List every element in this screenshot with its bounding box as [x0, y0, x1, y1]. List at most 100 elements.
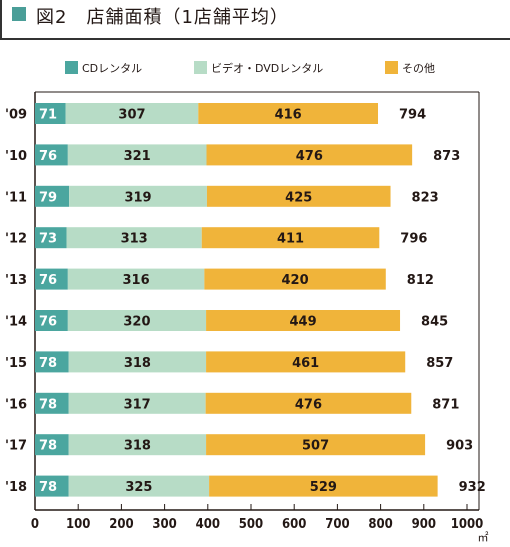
bar-segment — [65, 103, 199, 124]
bar-total-label: 794 — [399, 108, 426, 123]
bar-segment — [69, 185, 207, 207]
bar-segment — [67, 144, 207, 166]
x-tick-label: 1000 — [451, 517, 484, 532]
bar-segment — [206, 351, 406, 373]
x-tick-label: 100 — [66, 517, 90, 532]
bar-value-label: 507 — [302, 439, 329, 454]
bar-segment — [206, 434, 426, 456]
bar-value-label: 321 — [124, 149, 151, 164]
y-category-label: '14 — [5, 315, 27, 330]
chart-title: 図2 店舗面積（1店舗平均） — [36, 7, 289, 28]
bar-value-label: 425 — [285, 190, 312, 205]
bar-segment — [67, 268, 205, 290]
bar-value-label: 317 — [124, 397, 151, 412]
bar-value-label: 78 — [39, 480, 57, 495]
bar-value-label: 78 — [39, 439, 57, 454]
y-category-label: '09 — [5, 108, 27, 123]
bar-segment — [206, 310, 401, 331]
bar-total-label: 857 — [426, 356, 453, 371]
bar-segment — [68, 434, 207, 456]
x-tick-label: 700 — [325, 517, 349, 532]
y-category-label: '10 — [5, 149, 27, 164]
y-category-label: '13 — [5, 273, 27, 288]
x-tick-label: 500 — [239, 517, 263, 532]
bar-total-label: 812 — [407, 273, 434, 288]
bar-segment — [66, 227, 202, 249]
bar-segment — [35, 351, 69, 373]
legend-label: その他 — [402, 62, 435, 75]
legend-label: CDレンタル — [82, 62, 142, 75]
x-tick-label: 300 — [152, 517, 176, 532]
x-tick-label: 600 — [282, 517, 306, 532]
bar-segment — [35, 310, 68, 331]
legend-swatch — [194, 61, 207, 74]
legend-label: ビデオ・DVDレンタル — [211, 61, 323, 75]
bar-segment — [68, 392, 206, 414]
bar-total-label: 845 — [421, 315, 448, 330]
bar-value-label: 320 — [123, 315, 150, 330]
bar-value-label: 318 — [124, 439, 151, 454]
bar-value-label: 319 — [124, 190, 151, 205]
x-axis-unit: ㎡ — [478, 531, 489, 544]
bar-segment — [35, 475, 69, 497]
bar-segment — [68, 351, 207, 373]
bar-total-label: 932 — [459, 480, 486, 495]
bar-total-label: 823 — [412, 190, 439, 205]
bar-value-label: 411 — [277, 232, 304, 247]
title-box: 図2 店舗面積（1店舗平均） — [0, 0, 510, 40]
bar-segment — [205, 392, 412, 414]
x-tick-label: 800 — [368, 517, 392, 532]
x-tick-label: 400 — [196, 517, 220, 532]
bar-total-label: 871 — [432, 397, 459, 412]
bar-segment — [68, 475, 210, 497]
bar-segment — [209, 475, 438, 497]
bar-segment — [35, 434, 69, 456]
x-tick-label: 200 — [109, 517, 133, 532]
bar-total-label: 796 — [400, 232, 427, 247]
title-square-icon — [12, 7, 26, 21]
bar-value-label: 78 — [39, 397, 57, 412]
x-tick-label: 0 — [31, 517, 39, 532]
bar-value-label: 307 — [118, 108, 145, 123]
bar-value-label: 76 — [39, 315, 57, 330]
bar-segment — [204, 268, 386, 290]
bar-value-label: 79 — [39, 190, 57, 205]
x-tick-label: 900 — [412, 517, 436, 532]
bar-total-label: 903 — [446, 439, 473, 454]
bar-value-label: 416 — [275, 108, 302, 123]
bar-value-label: 449 — [289, 315, 316, 330]
legend-swatch — [385, 61, 398, 74]
bar-value-label: 76 — [39, 149, 57, 164]
bar-segment — [198, 103, 379, 124]
y-category-label: '11 — [5, 190, 27, 205]
bar-value-label: 529 — [310, 480, 337, 495]
bar-value-label: 76 — [39, 273, 57, 288]
bar-segment — [201, 227, 380, 249]
bar-segment — [35, 392, 69, 414]
bar-segment — [206, 185, 391, 207]
bar-segment — [35, 268, 68, 290]
bar-segment — [35, 103, 66, 124]
bar-value-label: 73 — [39, 232, 57, 247]
y-category-label: '17 — [5, 439, 27, 454]
y-category-label: '18 — [5, 480, 27, 495]
bar-value-label: 476 — [296, 149, 323, 164]
bar-total-label: 873 — [433, 149, 460, 164]
bar-value-label: 78 — [39, 356, 57, 371]
bar-segment — [35, 185, 70, 207]
bar-value-label: 325 — [125, 480, 152, 495]
bar-segment — [67, 310, 207, 331]
bar-value-label: 313 — [121, 232, 148, 247]
bar-segment — [35, 144, 68, 166]
bar-value-label: 461 — [292, 356, 319, 371]
bar-value-label: 71 — [39, 108, 57, 123]
bar-value-label: 476 — [295, 397, 322, 412]
bar-segment — [35, 227, 67, 249]
y-category-label: '15 — [5, 356, 27, 371]
legend-swatch — [65, 61, 78, 74]
y-category-label: '12 — [5, 232, 27, 247]
bar-value-label: 316 — [123, 273, 150, 288]
y-category-label: '16 — [5, 397, 27, 412]
bar-value-label: 318 — [124, 356, 151, 371]
